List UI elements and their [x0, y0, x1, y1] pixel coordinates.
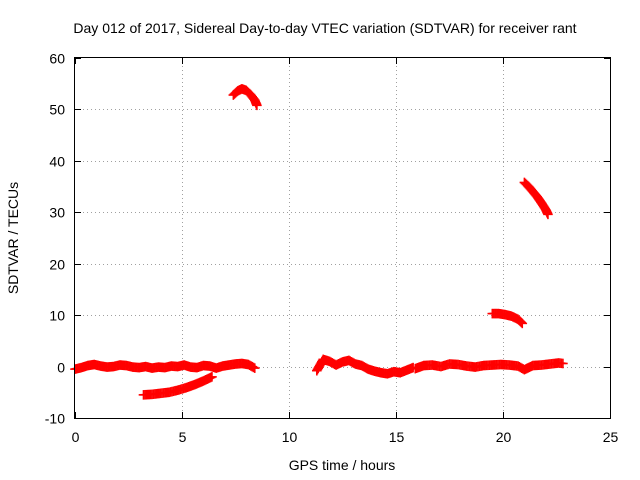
x-tick-label: 5: [179, 429, 187, 445]
y-axis-label: SDTVAR / TECUs: [5, 182, 21, 294]
data-point: [517, 318, 528, 329]
y-tick-label: 20: [49, 257, 65, 273]
plot-frame: [74, 57, 611, 419]
y-tick-label: 40: [49, 154, 65, 170]
y-tick-label: -10: [45, 411, 65, 427]
x-tick-label: 10: [282, 429, 298, 445]
x-tick-label: 0: [72, 429, 80, 445]
data-point: [516, 317, 526, 328]
y-tick-label: 50: [49, 102, 65, 118]
tick-labels: 0 5 10 15 20 25 -10 0 10 20 30 40 50 60: [45, 51, 619, 446]
data-point: [207, 372, 217, 382]
y-tick-label: 30: [49, 205, 65, 221]
y-tick-label: 0: [57, 360, 65, 376]
chart-title: Day 012 of 2017, Sidereal Day-to-day VTE…: [73, 20, 576, 36]
data-point: [543, 209, 553, 220]
x-axis-label: GPS time / hours: [289, 457, 396, 473]
y-tick-label: 60: [49, 51, 65, 67]
data-points: [70, 84, 568, 400]
grid: [75, 58, 610, 418]
y-tick-label: 10: [49, 308, 65, 324]
data-point: [252, 100, 262, 111]
x-tick-label: 15: [389, 429, 405, 445]
data-point: [558, 358, 568, 369]
data-point: [249, 363, 260, 373]
x-tick-label: 20: [496, 429, 512, 445]
x-tick-label: 25: [603, 429, 619, 445]
